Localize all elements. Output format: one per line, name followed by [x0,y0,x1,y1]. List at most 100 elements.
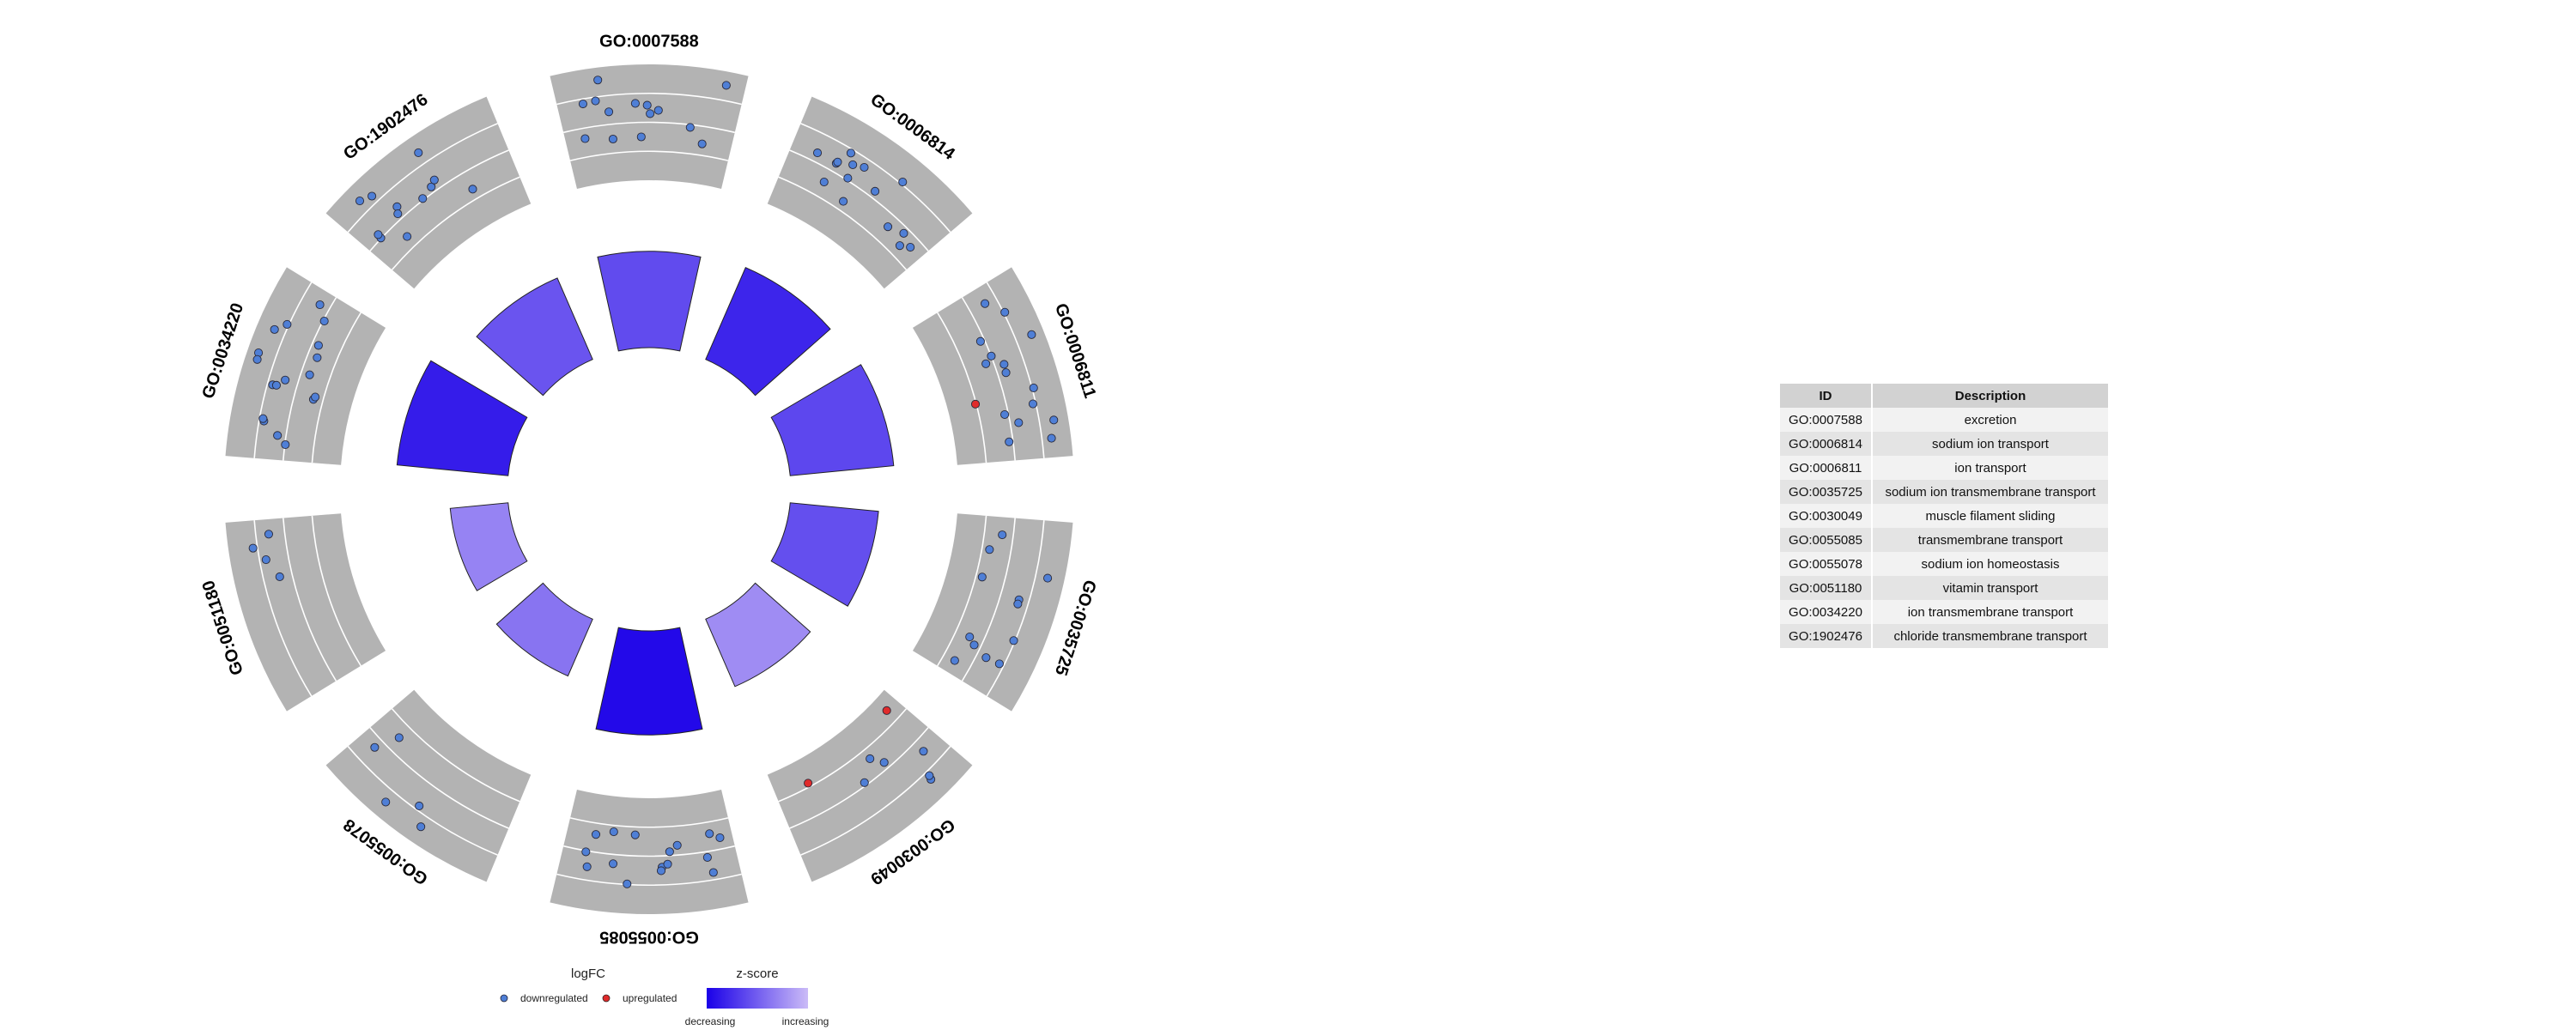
sector-label: GO:0007588 [599,32,699,51]
sector-grid-line [556,873,742,886]
sector-grid-line [311,515,361,667]
go-id-cell: GO:0034220 [1780,600,1873,624]
table-row: GO:0030049 muscle filament sliding [1780,504,2110,528]
sectors-layer [225,64,1073,914]
downregulated-point [1009,636,1018,645]
table-row: GO:0055078 sodium ion homeostasis [1780,552,2110,576]
sector-grid-line [391,708,520,803]
downregulated-point [665,847,674,857]
downregulated-point [311,392,320,402]
downregulated-point [642,100,652,110]
downregulated-point [1000,307,1010,317]
downregulated-point [839,197,848,206]
downregulated-point [981,359,991,368]
legend-zscore-gradient [707,988,808,1009]
downregulated-point [281,375,290,385]
downregulated-point [994,659,1004,669]
legend-decreasing-label: decreasing [685,1015,736,1027]
downregulated-point [697,139,707,148]
sector-grid-line [563,121,735,134]
downregulated-point [672,840,682,850]
zscore-ring [396,251,895,736]
downregulated-point [1001,368,1011,378]
downregulated-point [860,778,869,787]
downregulated-point [305,370,314,379]
downregulated-point [906,242,915,252]
downregulated-point [581,847,591,857]
downregulated-point [313,341,323,350]
downregulated-point [1028,399,1038,409]
downregulated-point [394,733,404,742]
downregulated-point [591,96,600,106]
sector-grid-line [569,817,729,828]
table-row: GO:0034220 ion transmembrane transport [1780,600,2110,624]
downregulated-point [899,228,908,238]
downregulated-point [846,148,856,158]
downregulated-point [871,186,880,196]
downregulated-point [608,859,618,869]
downregulated-point [609,827,618,837]
downregulated-point [270,324,279,334]
description-cell: ion transport [1872,456,2110,480]
downregulated-point [630,830,640,839]
sector-grid-line [311,312,361,464]
downregulated-point [275,572,284,582]
go-id-cell: GO:0030049 [1780,504,1873,528]
legend-down-label: downregulated [520,992,588,1004]
downregulated-point [374,230,383,239]
description-cell: transmembrane transport [1872,528,2110,552]
sector-background [550,64,749,189]
sector-grid-line [937,312,987,464]
go-circle-plot: GO:0007588GO:0006814GO:0006811GO:0035725… [198,32,1099,1027]
downregulated-point [981,299,990,308]
go-id-cell: GO:0007588 [1780,408,1873,432]
table-header-row: ID Description [1780,384,2110,408]
zscore-bar [396,360,528,476]
description-cell: chloride transmembrane transport [1872,624,2110,648]
downregulated-point [1047,433,1056,443]
sector-grid-line [778,176,908,270]
table-row: GO:0051180 vitamin transport [1780,576,2110,600]
go-term-table: ID Description GO:0007588 excretion GO:00… [1780,384,2110,648]
downregulated-point [591,830,601,839]
go-id-cell: GO:0006811 [1780,456,1873,480]
downregulated-point [355,196,365,206]
downregulated-point [608,134,617,144]
sector-grid-line [283,518,337,682]
zscore-bar [705,267,831,397]
downregulated-point [965,632,975,642]
downregulated-point [656,866,666,876]
sector-grid-line [347,746,498,856]
downregulated-point [1049,415,1059,425]
description-cell: excretion [1872,408,2110,432]
table-row: GO:0007588 excretion [1780,408,2110,432]
downregulated-point [848,160,858,169]
downregulated-point [605,107,614,117]
downregulated-point [258,414,268,423]
upregulated-point [804,779,813,788]
downregulated-point [414,148,423,157]
sector-grid-line [778,708,908,803]
sector-grid-line [961,518,1016,682]
sector-background [912,267,1073,465]
downregulated-point [582,862,592,871]
legend-logfc-title: logFC [571,966,605,981]
description-cell: sodium ion transmembrane transport [1872,480,2110,504]
go-id-cell: GO:0006814 [1780,432,1873,456]
downregulated-point [252,354,262,364]
legend-increasing-label: increasing [782,1015,829,1027]
downregulated-point [895,241,904,251]
downregulated-point [819,177,829,187]
zscore-bar [495,582,593,677]
zscore-bar [595,627,703,736]
downregulated-point [663,859,672,869]
sector-background [912,513,1073,712]
downregulated-point [393,209,403,219]
downregulated-point [281,439,290,450]
downregulated-point [977,573,987,582]
go-id-cell: GO:1902476 [1780,624,1873,648]
downregulated-point [975,336,985,346]
downregulated-point [987,351,996,360]
downregulated-point [315,300,325,310]
downregulated-point [368,191,377,201]
